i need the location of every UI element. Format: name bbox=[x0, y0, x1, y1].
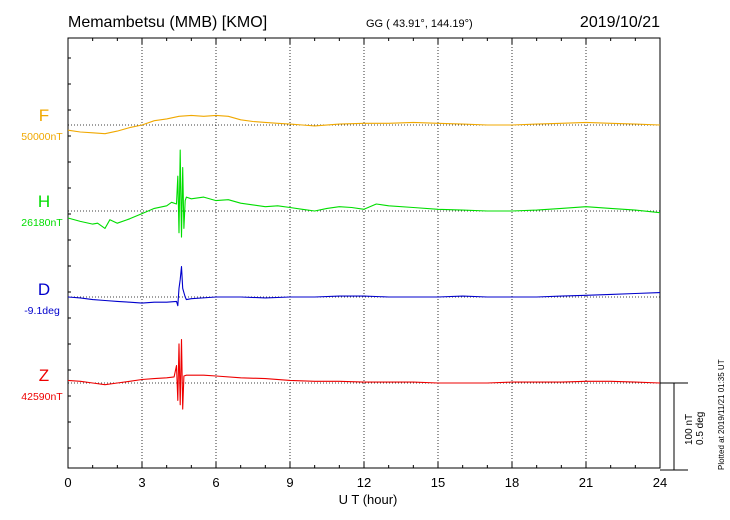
x-tick-label: 24 bbox=[653, 475, 667, 490]
series-h-line bbox=[67, 149, 661, 238]
x-tick-label: 9 bbox=[286, 475, 293, 490]
component-labels: F 50000nT H 26180nT D -9.1deg Z 42590nT bbox=[21, 106, 63, 403]
component-label-z: Z bbox=[39, 366, 49, 385]
series-d-line bbox=[67, 266, 661, 307]
component-baseline-d: -9.1deg bbox=[24, 305, 60, 317]
plotted-at-label: Plotted at 2019/11/21 01:35 UT bbox=[717, 359, 726, 470]
x-axis-title: U T (hour) bbox=[339, 492, 398, 507]
component-baseline-z: 42590nT bbox=[21, 391, 63, 403]
x-tick-label: 12 bbox=[357, 475, 371, 490]
x-tick-label: 6 bbox=[212, 475, 219, 490]
x-tick-label: 18 bbox=[505, 475, 519, 490]
component-label-h: H bbox=[38, 192, 50, 211]
plot-frame bbox=[67, 37, 661, 469]
x-tick-label: 0 bbox=[64, 475, 71, 490]
component-baseline-h: 26180nT bbox=[21, 217, 63, 229]
date-label: 2019/10/21 bbox=[580, 14, 660, 31]
series-z-line bbox=[67, 338, 661, 410]
station-title: Memambetsu (MMB) [KMO] bbox=[68, 14, 267, 31]
x-axis-ticks: 0 3 6 9 12 15 18 21 24 bbox=[64, 38, 667, 490]
grid-lines bbox=[141, 38, 587, 468]
x-tick-label: 21 bbox=[579, 475, 593, 490]
component-label-d: D bbox=[38, 280, 50, 299]
component-label-f: F bbox=[39, 106, 49, 125]
station-coords: GG ( 43.91°, 144.19°) bbox=[366, 18, 473, 30]
series-traces bbox=[67, 114, 661, 410]
x-tick-label: 3 bbox=[138, 475, 145, 490]
scale-deg-label: 0.5 deg bbox=[695, 412, 706, 445]
scale-nt-label: 100 nT bbox=[684, 414, 695, 445]
series-f-line bbox=[67, 114, 661, 135]
x-tick-label: 15 bbox=[431, 475, 445, 490]
component-baseline-f: 50000nT bbox=[21, 131, 63, 143]
